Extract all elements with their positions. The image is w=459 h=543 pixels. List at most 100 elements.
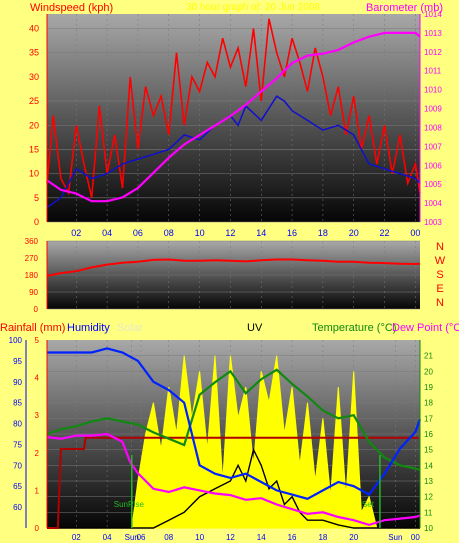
windspeed-tick-label: 20 bbox=[29, 120, 39, 130]
average-wind-series-line bbox=[46, 95, 421, 209]
windspeed-axis-label: Windspeed (kph) bbox=[30, 2, 113, 14]
uv-series-line bbox=[47, 447, 420, 529]
compass-letter: N bbox=[436, 297, 444, 309]
temperature-tick-label: 18 bbox=[424, 399, 433, 408]
humidity-tick-label: 75 bbox=[13, 440, 22, 449]
direction-tick-label: 360 bbox=[25, 237, 39, 246]
temperature-axis-label: Temperature (°C) bbox=[312, 322, 396, 334]
rainfall-axis-ticks: 0 1 2 3 4 5 bbox=[35, 336, 40, 533]
windspeed-tick-label: 35 bbox=[29, 48, 39, 58]
barometer-tick-label: 1005 bbox=[424, 180, 442, 189]
time-tick-label: 16 bbox=[287, 228, 297, 238]
barometer-tick-label: 1012 bbox=[424, 48, 442, 57]
sun-event-label: Set bbox=[362, 500, 375, 509]
direction-tick-label: 180 bbox=[25, 271, 39, 280]
humidity-tick-label: 80 bbox=[13, 420, 22, 429]
time-tick-label: 02 bbox=[72, 533, 81, 542]
barometer-tick-label: 1007 bbox=[424, 142, 442, 151]
dewpoint-axis-label: Dew Point (°C) bbox=[392, 322, 459, 334]
rainfall-tick-label: 5 bbox=[35, 336, 40, 345]
time-tick-label: 18 bbox=[318, 533, 327, 542]
time-tick-label: 04 bbox=[102, 228, 112, 238]
barometer-tick-label: 1006 bbox=[424, 161, 442, 170]
time-tick-label: 08 bbox=[164, 533, 173, 542]
time-tick-label: 16 bbox=[288, 533, 297, 542]
humidity-axis-label: Humidity bbox=[67, 322, 110, 334]
rainfall-tick-label: 1 bbox=[35, 486, 40, 495]
barometer-tick-label: 1013 bbox=[424, 29, 442, 38]
uv-axis-label: UV bbox=[247, 322, 263, 334]
humidity-tick-label: 100 bbox=[9, 336, 23, 345]
compass-letter: W bbox=[435, 255, 446, 267]
temperature-tick-label: 10 bbox=[424, 524, 433, 533]
temperature-tick-label: 19 bbox=[424, 383, 433, 392]
sun-annotations: SunRise Set bbox=[114, 455, 381, 528]
panel3-series bbox=[46, 347, 422, 529]
panel1-background bbox=[47, 14, 420, 222]
barometer-tick-label: 1004 bbox=[424, 199, 442, 208]
temperature-tick-label: 17 bbox=[424, 414, 433, 423]
humidity-tick-label: 85 bbox=[13, 399, 22, 408]
direction-tick-label: 90 bbox=[29, 288, 38, 297]
time-tick-label: 12 bbox=[225, 228, 235, 238]
barometer-series-line bbox=[46, 31, 421, 203]
temperature-tick-label: 21 bbox=[424, 352, 433, 361]
temperature-tick-label: 12 bbox=[424, 493, 433, 502]
temperature-tick-label: 15 bbox=[424, 446, 433, 455]
time-tick-label: 00 bbox=[410, 228, 420, 238]
barometer-tick-label: 1008 bbox=[424, 123, 442, 132]
temperature-tick-label: 13 bbox=[424, 477, 433, 486]
rainfall-series-line bbox=[47, 436, 419, 529]
humidity-series-line bbox=[47, 347, 422, 500]
panel2-series bbox=[46, 258, 421, 277]
time-tick-label: 14 bbox=[257, 533, 266, 542]
time-tick-label: 02 bbox=[71, 228, 81, 238]
rainfall-tick-label: 3 bbox=[35, 411, 40, 420]
temperature-tick-label: 16 bbox=[424, 430, 433, 439]
time-tick-label: 06 bbox=[133, 228, 143, 238]
direction-tick-label: 270 bbox=[25, 254, 39, 263]
panel2-grid bbox=[47, 240, 420, 310]
rainfall-tick-label: 2 bbox=[35, 449, 40, 458]
barometer-axis-label: Barometer (mb) bbox=[366, 2, 443, 14]
windspeed-tick-label: 0 bbox=[34, 217, 39, 227]
time-tick-label: 22 bbox=[380, 228, 390, 238]
direction-tick-label: 0 bbox=[34, 305, 39, 314]
time-tick-label: 04 bbox=[103, 533, 112, 542]
chart-title: 30 hour graph of: 20 Jun 2008 bbox=[186, 2, 320, 13]
temperature-tick-label: 14 bbox=[424, 461, 433, 470]
barometer-axis-ticks: 1003 1004 1005 1006 1007 1008 1009 1010 1011 1012… bbox=[424, 10, 442, 227]
humidity-tick-label: 90 bbox=[13, 378, 22, 387]
time-tick-label: 00 bbox=[411, 533, 420, 542]
time-tick-label: Sun bbox=[125, 533, 139, 542]
direction-axis-ticks: 0 90 180 270 360 bbox=[25, 237, 39, 314]
panel1-grid bbox=[47, 14, 420, 223]
panel1-series bbox=[46, 18, 421, 209]
temperature-tick-label: 11 bbox=[424, 508, 433, 517]
time-tick-label: 08 bbox=[164, 228, 174, 238]
compass-letter: S bbox=[436, 269, 443, 281]
time-tick-label: 14 bbox=[256, 228, 266, 238]
barometer-tick-label: 1003 bbox=[424, 218, 442, 227]
humidity-tick-label: 65 bbox=[13, 482, 22, 491]
barometer-tick-label: 1010 bbox=[424, 86, 442, 95]
temperature-series-line bbox=[46, 368, 421, 472]
humidity-tick-label: 70 bbox=[13, 461, 22, 470]
solar-series-area bbox=[47, 355, 420, 529]
humidity-axis-ticks: 60 65 70 75 80 85 90 95 100 bbox=[9, 336, 23, 512]
humidity-tick-label: 95 bbox=[13, 357, 22, 366]
time-tick-label: 20 bbox=[349, 533, 358, 542]
windspeed-tick-label: 5 bbox=[34, 193, 39, 203]
panel1-time-ticks: 02 04 06 08 10 12 14 16 18 20 22 00 bbox=[71, 228, 420, 238]
time-tick-label: 18 bbox=[318, 228, 328, 238]
gust-series-line bbox=[46, 18, 421, 198]
temperature-tick-label: 20 bbox=[424, 367, 433, 376]
rainfall-tick-label: 4 bbox=[35, 374, 40, 383]
barometer-tick-label: 1014 bbox=[424, 10, 442, 19]
rainfall-tick-label: 0 bbox=[35, 524, 40, 533]
